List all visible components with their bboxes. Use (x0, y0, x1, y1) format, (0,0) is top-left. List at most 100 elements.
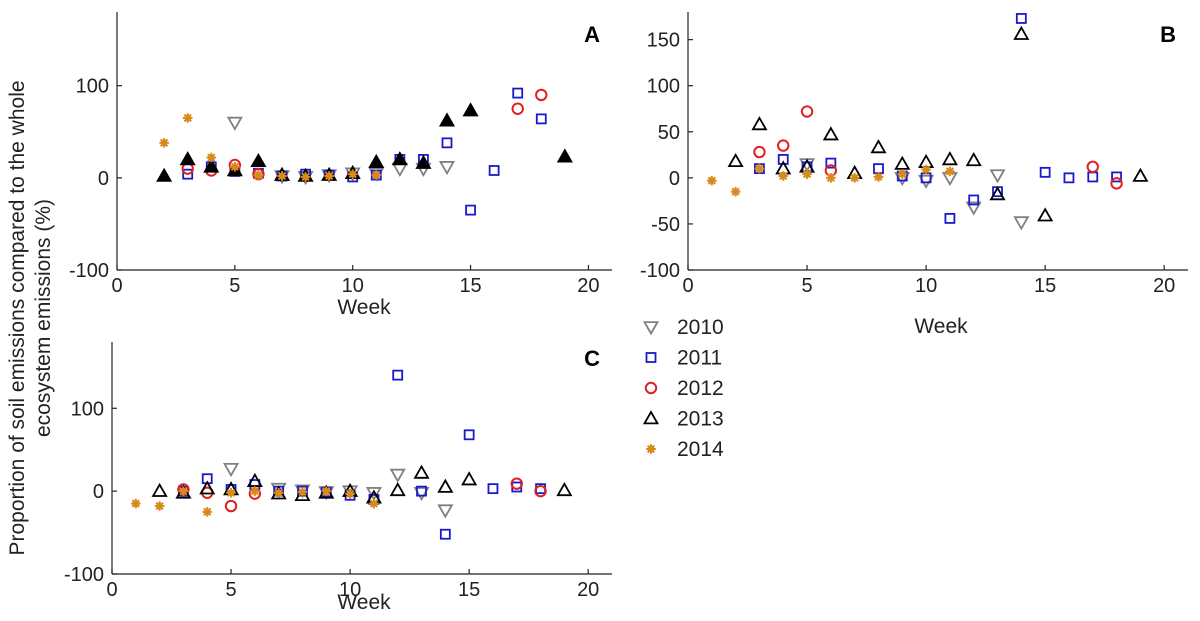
point-2012-b (753, 145, 766, 159)
x-tick-label: 5 (225, 579, 236, 601)
point-2013-b (941, 151, 958, 166)
x-axis-label-c: Week (337, 591, 391, 614)
x-tick-label: 0 (682, 275, 693, 297)
point-2013-b (1013, 25, 1030, 40)
point-2014-b (873, 172, 884, 182)
y-tick-label: 0 (93, 481, 104, 503)
point-2012-c (510, 477, 523, 490)
x-axis-label-a: Week (337, 296, 391, 319)
y-tick-label: 100 (76, 76, 109, 98)
x-tick-label: 5 (801, 275, 812, 297)
point-2013-c (151, 482, 168, 497)
point-2010-a (438, 161, 456, 176)
point-2011-b (873, 163, 884, 175)
point-2014-a (371, 170, 382, 180)
point-2011-b (1039, 166, 1051, 178)
point-2013-a (556, 148, 573, 163)
point-2011-b (1063, 172, 1075, 184)
point-2014-c (250, 486, 260, 496)
x-tick-label: 20 (577, 579, 599, 601)
y-tick-label: 100 (647, 76, 680, 98)
y-tick-label: 100 (71, 398, 104, 420)
panel-b: 0 5 10 15 20 -100 -50 0 50 100 150 Week B (640, 12, 1188, 338)
x-tick-label: 5 (229, 275, 240, 297)
x-tick-label: 15 (1034, 275, 1056, 297)
point-2014-c (154, 501, 165, 511)
y-tick-label: 150 (647, 30, 680, 52)
x-tick-label: 10 (339, 579, 361, 601)
point-2013-c (556, 482, 573, 497)
point-2011-b (1111, 171, 1122, 183)
point-2013-c (413, 464, 430, 479)
legend-marker-2011 (645, 352, 657, 363)
x-tick-label: 20 (577, 275, 599, 297)
point-2014-a (253, 170, 264, 180)
y-tick-label: -100 (640, 260, 680, 282)
point-2013-a (391, 151, 408, 166)
point-2013-a (462, 102, 479, 117)
point-2013-b (894, 155, 911, 170)
point-2010-b (918, 174, 935, 189)
y-axis-label-line1: Proportion of soil emissions compared to… (6, 80, 29, 555)
point-2012-b (777, 139, 790, 152)
point-2010-c (413, 487, 430, 502)
y-tick-label: -100 (64, 564, 104, 586)
point-2012-a (535, 88, 548, 102)
point-2011-c (463, 429, 475, 441)
legend: 2010 2011 2012 2013 2014 (642, 316, 724, 461)
point-2011-b (968, 194, 980, 206)
legend-label-2013: 2013 (677, 408, 724, 431)
point-2013-c (199, 480, 216, 495)
point-2013-b (751, 116, 768, 131)
point-2010-c (437, 504, 454, 519)
point-2011-b (1015, 13, 1027, 24)
x-tick-label: 20 (1153, 275, 1175, 297)
point-2013-b (822, 126, 839, 141)
x-tick-label: 10 (915, 275, 937, 297)
point-2013-b (1132, 167, 1149, 182)
point-2013-b (965, 152, 982, 167)
point-2014-c (369, 498, 379, 509)
y-tick-label: 0 (98, 168, 109, 190)
point-2010-a (391, 162, 408, 177)
point-2012-c (534, 484, 547, 498)
point-2014-c (297, 487, 308, 497)
point-2013-a (250, 152, 267, 168)
legend-label-2012: 2012 (677, 377, 724, 400)
point-2014-a (230, 162, 240, 172)
y-axis-label: Proportion of soil emissions compared to… (6, 80, 55, 555)
point-2014-a (347, 169, 358, 179)
point-2010-c (365, 487, 382, 502)
legend-marker-2014 (646, 444, 656, 454)
panel-letter-b: B (1160, 22, 1176, 47)
point-2010-c (389, 468, 406, 483)
point-2014-b (778, 171, 789, 181)
legend-label-2011: 2011 (677, 347, 722, 370)
point-2011-c (392, 369, 404, 381)
y-tick-label: -100 (69, 260, 109, 282)
point-2010-a (368, 167, 385, 182)
point-2013-a (179, 151, 196, 166)
point-2014-a (182, 113, 193, 123)
y-tick-label: -50 (651, 214, 680, 236)
point-2012-c (224, 499, 238, 513)
point-2010-a (226, 116, 243, 131)
point-2014-b (730, 186, 741, 197)
point-2014-b (945, 166, 955, 177)
panel-letter-c: C (584, 346, 600, 371)
point-2011-a (535, 113, 547, 125)
point-2014-b (897, 169, 908, 179)
point-2014-b (849, 173, 860, 183)
x-tick-label: 15 (459, 275, 481, 297)
point-2012-b (800, 105, 814, 118)
point-2014-c (226, 488, 236, 498)
point-2011-a (488, 165, 500, 176)
point-2014-a (277, 171, 287, 181)
point-2013-a (438, 112, 456, 127)
x-tick-label: 0 (111, 275, 122, 297)
legend-label-2010: 2010 (677, 316, 724, 339)
point-2012-b (1086, 160, 1099, 174)
legend-marker-2010 (642, 321, 660, 336)
legend-marker-2012 (644, 381, 658, 395)
